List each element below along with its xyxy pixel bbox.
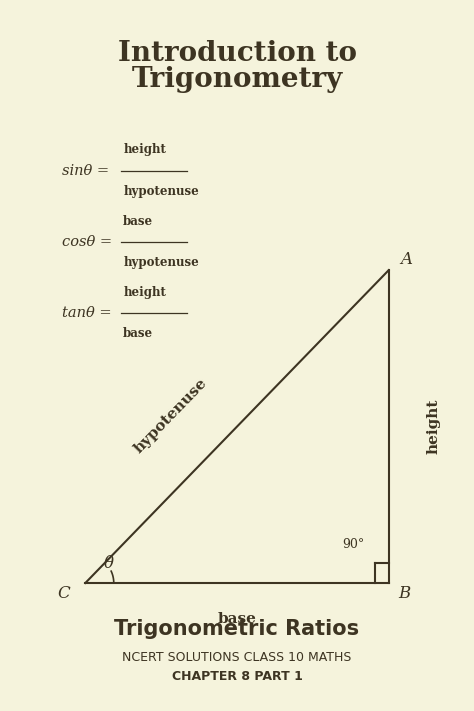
Text: cosθ =: cosθ = <box>62 235 117 249</box>
Text: Introduction to: Introduction to <box>118 40 356 67</box>
Text: tanθ =: tanθ = <box>62 306 116 320</box>
Text: hypotenuse: hypotenuse <box>123 256 199 269</box>
Text: base: base <box>218 611 256 626</box>
Text: B: B <box>398 585 410 602</box>
Text: CHAPTER 8 PART 1: CHAPTER 8 PART 1 <box>172 670 302 683</box>
Text: hypotenuse: hypotenuse <box>123 185 199 198</box>
Text: base: base <box>123 215 154 228</box>
Text: θ: θ <box>103 555 113 572</box>
Text: Trigonometric Ratios: Trigonometric Ratios <box>114 619 360 639</box>
Text: height: height <box>123 286 166 299</box>
Text: hypotenuse: hypotenuse <box>131 376 210 456</box>
Text: height: height <box>427 399 441 454</box>
Text: NCERT SOLUTIONS CLASS 10 MATHS: NCERT SOLUTIONS CLASS 10 MATHS <box>122 651 352 664</box>
Text: base: base <box>123 327 154 340</box>
Text: sinθ =: sinθ = <box>62 164 113 178</box>
Text: A: A <box>401 251 412 268</box>
Text: C: C <box>57 585 70 602</box>
Text: Trigonometry: Trigonometry <box>131 66 343 93</box>
Text: height: height <box>123 144 166 156</box>
Text: 90°: 90° <box>342 538 364 551</box>
